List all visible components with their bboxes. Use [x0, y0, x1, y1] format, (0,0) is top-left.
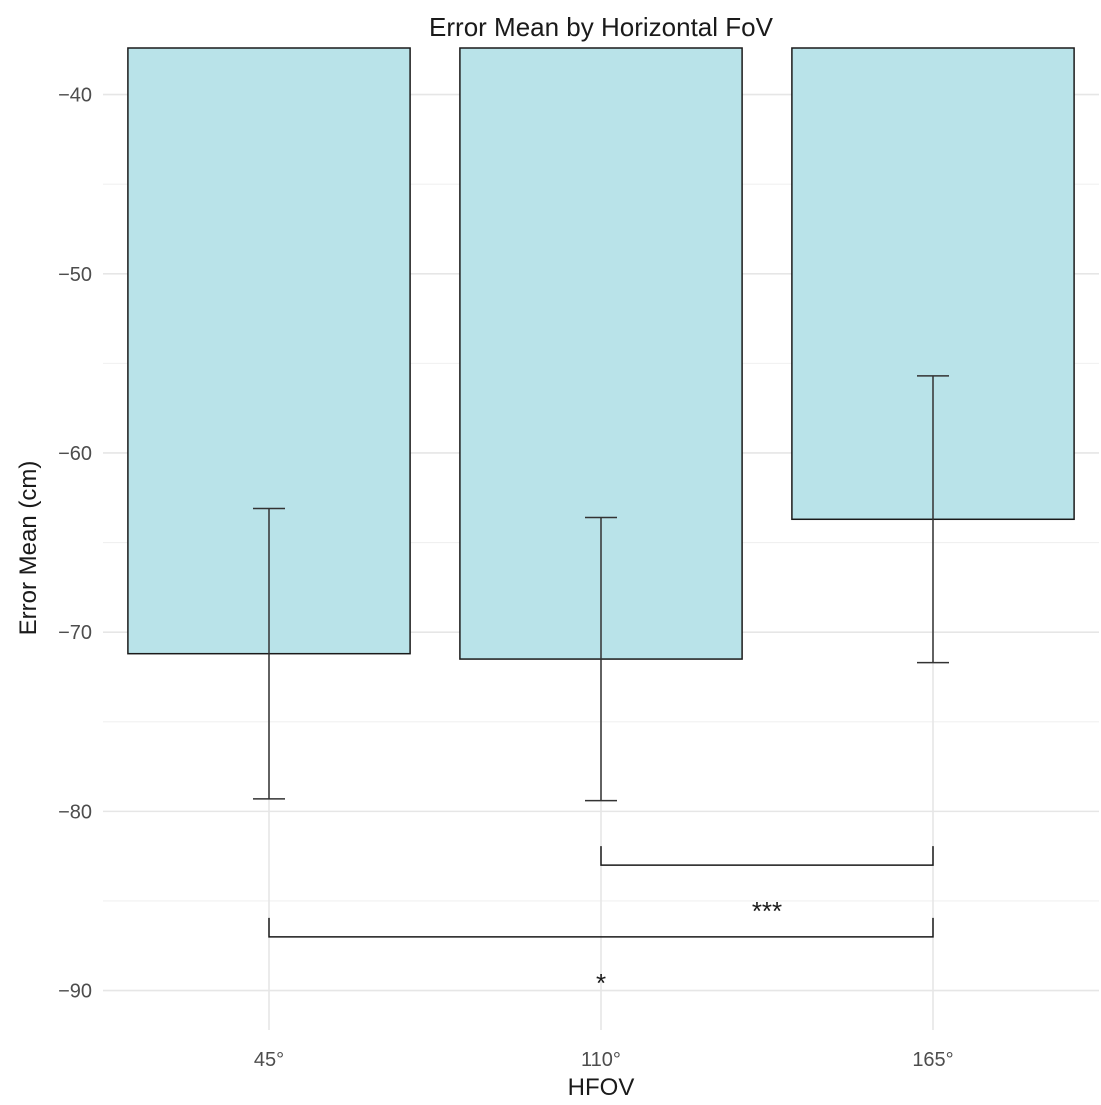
- error-bars: [253, 375, 949, 802]
- significance-bracket: ***: [600, 846, 934, 926]
- error-bar: [585, 516, 617, 802]
- x-axis-title: HFOV: [568, 1074, 635, 1101]
- y-tick-label: −80: [58, 801, 92, 823]
- x-tick-label: 45°: [254, 1049, 284, 1071]
- chart-title: Error Mean by Horizontal FoV: [429, 12, 774, 42]
- y-tick-labels: −40 −50 −60 −70 −80 −90: [58, 85, 92, 1003]
- y-tick-label: −40: [58, 85, 92, 107]
- bracket-line: [268, 917, 934, 938]
- significance-label: *: [596, 968, 606, 998]
- y-tick-label: −90: [58, 981, 92, 1003]
- significance-label: ***: [752, 896, 782, 926]
- x-tick-label: 165°: [912, 1049, 953, 1071]
- significance-bracket: *: [268, 917, 934, 998]
- x-tick-labels: 45° 110° 165°: [254, 1049, 954, 1071]
- y-tick-label: −50: [58, 264, 92, 286]
- significance-brackets: ****: [268, 846, 934, 998]
- error-bar: [253, 507, 285, 800]
- bracket-line: [600, 846, 934, 866]
- error-bar: [917, 375, 949, 664]
- y-tick-label: −60: [58, 443, 92, 465]
- y-axis-title: Error Mean (cm): [15, 461, 42, 636]
- y-tick-label: −70: [58, 622, 92, 644]
- x-tick-label: 110°: [581, 1049, 621, 1071]
